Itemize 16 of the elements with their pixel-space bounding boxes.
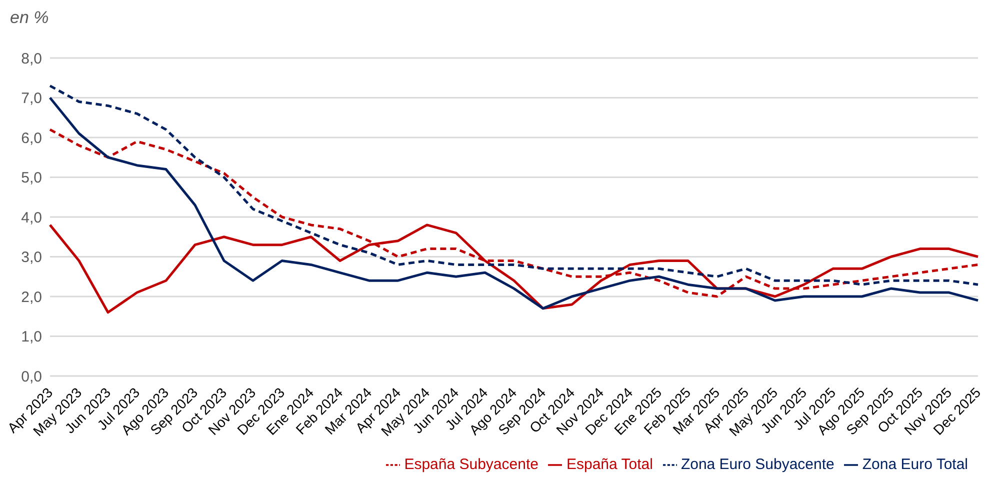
y-tick-label: 2,0 xyxy=(21,288,42,306)
y-axis-title: en % xyxy=(10,8,49,28)
y-tick-label: 1,0 xyxy=(21,328,42,346)
legend-label: Zona Euro Subyacente xyxy=(680,456,834,473)
legend-label: España Total xyxy=(566,456,653,473)
y-tick-label: 0,0 xyxy=(21,368,42,386)
line-series xyxy=(48,96,980,310)
legend-label: España Subyacente xyxy=(404,456,538,473)
y-tick-label: 4,0 xyxy=(21,209,42,226)
y-tick-label: 5,0 xyxy=(21,170,42,187)
legend-label: Zona Euro Total xyxy=(862,456,968,473)
y-tick-label: 6,0 xyxy=(21,130,42,147)
line-series xyxy=(48,84,980,286)
y-tick-label: 7,0 xyxy=(21,90,42,108)
y-tick-label: 8,0 xyxy=(21,50,42,68)
y-tick-label: 3,0 xyxy=(21,249,42,266)
